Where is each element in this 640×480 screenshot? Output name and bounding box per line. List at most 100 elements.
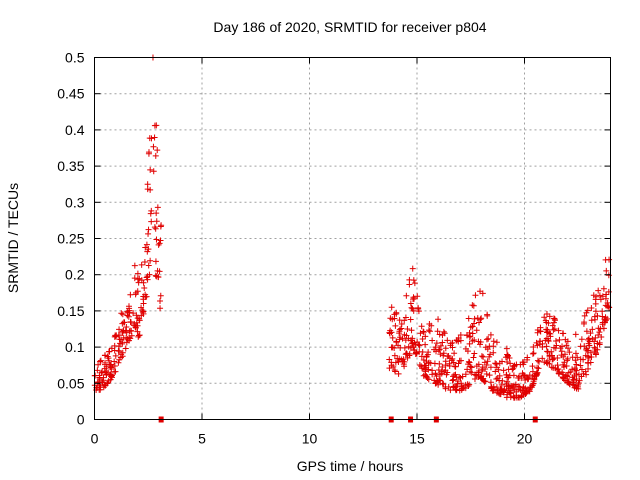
data-point bbox=[440, 328, 447, 335]
data-point bbox=[442, 345, 449, 352]
data-point bbox=[138, 261, 145, 268]
data-point bbox=[547, 330, 554, 337]
data-point bbox=[486, 353, 493, 360]
data-point bbox=[544, 348, 551, 355]
data-point bbox=[134, 270, 141, 277]
data-point bbox=[554, 355, 561, 362]
data-point bbox=[404, 325, 411, 332]
data-point bbox=[520, 361, 527, 368]
data-point bbox=[450, 373, 457, 380]
data-point bbox=[102, 382, 109, 389]
data-point bbox=[422, 365, 429, 372]
data-point bbox=[595, 287, 602, 294]
data-point bbox=[127, 318, 134, 325]
data-point bbox=[565, 345, 572, 352]
data-point bbox=[395, 370, 402, 377]
data-point bbox=[134, 276, 141, 283]
data-point bbox=[437, 371, 444, 378]
data-point bbox=[534, 364, 541, 371]
data-point bbox=[153, 218, 160, 225]
data-point bbox=[112, 368, 119, 375]
data-point bbox=[152, 152, 159, 159]
data-point bbox=[442, 362, 449, 369]
data-point bbox=[457, 374, 464, 381]
data-point bbox=[390, 363, 397, 370]
data-point bbox=[485, 335, 492, 342]
data-point bbox=[591, 313, 598, 320]
data-point bbox=[530, 344, 537, 351]
chart-title: Day 186 of 2020, SRMTID for receiver p80… bbox=[213, 19, 486, 35]
data-point bbox=[506, 355, 513, 362]
x-tick-label: 20 bbox=[517, 431, 533, 447]
data-point bbox=[386, 356, 393, 363]
data-point bbox=[104, 353, 111, 360]
data-point bbox=[583, 309, 590, 316]
data-point bbox=[535, 365, 542, 372]
data-point bbox=[529, 368, 536, 375]
data-point bbox=[413, 349, 420, 356]
data-point bbox=[581, 312, 588, 319]
data-point bbox=[582, 352, 589, 359]
data-point bbox=[467, 368, 474, 375]
data-point bbox=[557, 345, 564, 352]
data-point bbox=[591, 344, 598, 351]
data-point bbox=[555, 327, 562, 334]
data-point bbox=[143, 293, 150, 300]
data-point bbox=[470, 354, 477, 361]
data-point bbox=[403, 332, 410, 339]
data-point bbox=[139, 309, 146, 316]
y-tick-label: 0.05 bbox=[57, 375, 84, 391]
data-point bbox=[112, 332, 119, 339]
data-point bbox=[410, 277, 417, 284]
data-point bbox=[155, 273, 162, 280]
data-point bbox=[108, 361, 115, 368]
data-point bbox=[575, 385, 582, 392]
data-point bbox=[602, 302, 609, 309]
data-point bbox=[157, 292, 164, 299]
data-point bbox=[136, 317, 143, 324]
data-point bbox=[134, 328, 141, 335]
data-point bbox=[499, 358, 506, 365]
y-axis-label: SRMTID / TECUs bbox=[5, 183, 21, 293]
data-point bbox=[94, 379, 101, 386]
y-tick-label: 0.15 bbox=[57, 303, 84, 319]
data-point bbox=[477, 316, 484, 323]
data-point bbox=[423, 373, 430, 380]
data-point bbox=[100, 377, 107, 384]
data-point bbox=[596, 329, 603, 336]
data-point bbox=[525, 375, 532, 382]
data-point bbox=[154, 147, 161, 154]
data-point bbox=[153, 122, 160, 129]
data-point bbox=[580, 320, 587, 327]
data-point bbox=[411, 280, 418, 287]
data-point bbox=[564, 338, 571, 345]
data-point bbox=[522, 377, 529, 384]
data-point bbox=[418, 323, 425, 330]
data-point bbox=[457, 337, 464, 344]
data-point bbox=[126, 309, 133, 316]
data-point bbox=[458, 357, 465, 364]
y-tick-label: 0.5 bbox=[65, 50, 85, 66]
data-point bbox=[583, 345, 590, 352]
data-point bbox=[575, 379, 582, 386]
data-point bbox=[157, 298, 164, 305]
data-point bbox=[469, 337, 476, 344]
data-point bbox=[511, 362, 518, 369]
data-point bbox=[587, 330, 594, 337]
data-point bbox=[578, 366, 585, 373]
data-point bbox=[504, 358, 511, 365]
data-point bbox=[518, 375, 525, 382]
data-point bbox=[437, 342, 444, 349]
data-point bbox=[549, 322, 556, 329]
data-point bbox=[414, 293, 421, 300]
data-point bbox=[436, 346, 443, 353]
data-point bbox=[530, 350, 537, 357]
data-point bbox=[391, 352, 398, 359]
data-point bbox=[435, 316, 442, 323]
data-point bbox=[396, 330, 403, 337]
data-point bbox=[593, 351, 600, 358]
data-point bbox=[544, 326, 551, 333]
data-point bbox=[410, 294, 417, 301]
data-point bbox=[426, 328, 433, 335]
data-point bbox=[112, 352, 119, 359]
